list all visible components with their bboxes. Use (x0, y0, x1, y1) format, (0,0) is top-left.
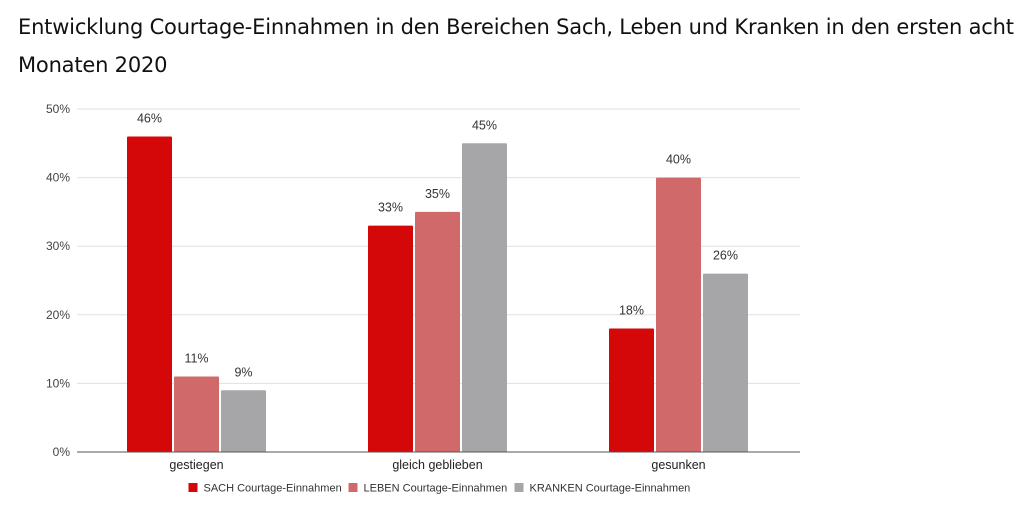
legend-swatch (188, 483, 198, 492)
y-tick-label: 0% (53, 445, 71, 459)
bar (609, 328, 654, 452)
data-label: 40% (666, 153, 691, 167)
data-label: 46% (137, 111, 162, 125)
bar (703, 273, 748, 452)
legend-item: SACH Courtage-Einnahmen (188, 483, 342, 495)
x-category-label: gesunken (651, 458, 705, 472)
bar (127, 136, 172, 452)
bar (462, 143, 507, 453)
data-label: 45% (472, 118, 497, 132)
legend-swatch (348, 483, 358, 492)
y-tick-label: 50% (46, 102, 70, 116)
legend: SACH Courtage-Einnahmen LEBEN Courtage-Ei… (188, 483, 691, 495)
y-axis-ticks: 0% 10% 20% 30% 40% 50% (46, 102, 70, 459)
legend-label: LEBEN Courtage-Einnahmen (364, 483, 508, 495)
x-axis-categories: gestiegen gleich geblieben gesunken (169, 458, 705, 472)
data-labels: 46% 11% 9% 33% 35% 45% 18% 40% 26% (137, 111, 738, 379)
bars (127, 136, 748, 453)
bar (221, 390, 266, 452)
data-label: 33% (378, 201, 403, 215)
legend-label: KRANKEN Courtage-Einnahmen (530, 483, 691, 495)
data-label: 26% (713, 249, 738, 263)
y-tick-label: 20% (46, 308, 70, 322)
data-label: 18% (619, 304, 644, 318)
y-tick-label: 40% (46, 171, 70, 185)
bar (174, 376, 219, 452)
legend-item: LEBEN Courtage-Einnahmen (348, 483, 508, 495)
legend-item: KRANKEN Courtage-Einnahmen (514, 483, 691, 495)
bar (656, 177, 701, 452)
legend-label: SACH Courtage-Einnahmen (204, 483, 342, 495)
data-label: 9% (234, 365, 252, 379)
data-label: 35% (425, 187, 450, 201)
chart-title: Entwicklung Courtage-Einnahmen in den Be… (18, 15, 1014, 77)
x-category-label: gestiegen (169, 458, 223, 472)
y-tick-label: 10% (46, 376, 70, 390)
y-tick-label: 30% (46, 239, 70, 253)
data-label: 11% (184, 352, 208, 366)
legend-swatch (514, 483, 524, 492)
bar (368, 225, 413, 452)
bar (415, 211, 460, 452)
x-category-label: gleich geblieben (392, 458, 482, 472)
